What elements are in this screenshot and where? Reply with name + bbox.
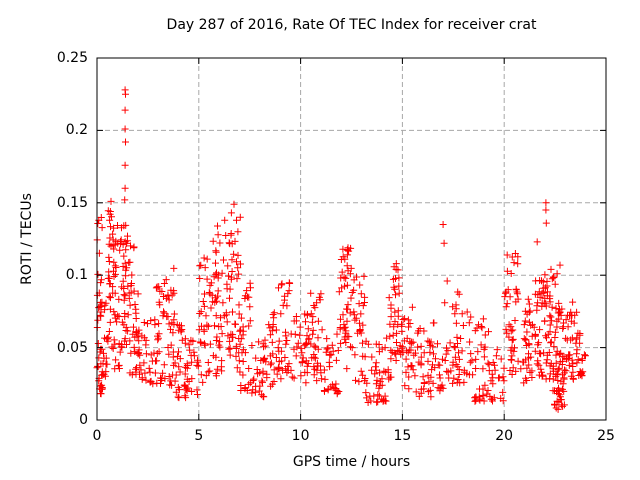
- y-tick-label: 0.25: [56, 50, 88, 66]
- y-tick-label: 0.15: [56, 194, 88, 211]
- axis-ticks: [96, 57, 607, 421]
- x-tick-label: 15: [393, 428, 412, 444]
- x-tick-label: 5: [194, 428, 204, 444]
- y-tick-label: 0: [79, 412, 88, 428]
- plot-border: [96, 57, 607, 421]
- chart-title: Day 287 of 2016, Rate Of TEC Index for r…: [166, 17, 537, 33]
- y-tick-label: 0.1: [65, 267, 88, 284]
- grid-lines: [97, 58, 606, 420]
- x-tick-label: 10: [291, 428, 310, 444]
- x-tick-label: 25: [597, 428, 615, 444]
- x-tick-label: 0: [92, 428, 102, 444]
- x-axis-title: GPS time / hours: [292, 454, 411, 470]
- scatter-points: [93, 86, 589, 413]
- x-tick-label: 20: [495, 428, 514, 444]
- y-tick-label: 0.05: [56, 339, 88, 356]
- y-tick-label: 0.2: [65, 122, 88, 139]
